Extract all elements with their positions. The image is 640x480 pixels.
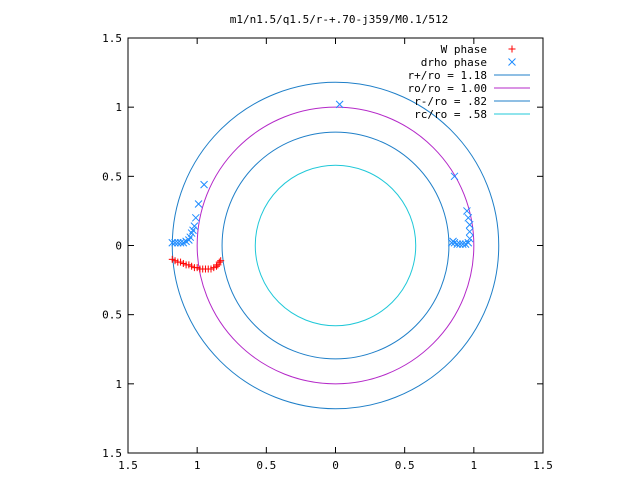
series-1-point-19 [465, 227, 474, 236]
x-tick-label-6: 1.5 [533, 459, 553, 472]
series-1-point-17 [464, 213, 473, 222]
series-1-point-12 [194, 200, 203, 208]
y-tick-label-4: 0.5 [102, 309, 122, 322]
legend-sample-0 [508, 45, 516, 53]
circle-1 [196, 106, 475, 385]
x-tick-label-4: 0.5 [395, 459, 415, 472]
circle-2 [221, 131, 450, 360]
y-tick-label-3: 0 [115, 240, 122, 253]
series-1-point-16 [463, 207, 471, 215]
series-1-point-15 [450, 172, 459, 181]
series-1-point-14 [335, 100, 344, 109]
series-1-point-10 [190, 222, 199, 230]
x-tick-label-5: 1 [471, 459, 478, 472]
series-1-point-13 [200, 180, 208, 189]
y-tick-label-6: 1.5 [102, 447, 122, 460]
series-1-point-0 [168, 238, 177, 247]
y-tick-label-2: 0.5 [102, 170, 122, 183]
legend-sample-1 [508, 58, 516, 66]
circles-layer [171, 81, 500, 410]
series-0-point-16 [213, 262, 221, 270]
y-tick-label-0: 1.5 [102, 32, 122, 45]
x-tick-label-0: 1.5 [118, 459, 138, 472]
points-layer [168, 100, 474, 273]
circle-0 [171, 81, 500, 410]
y-tick-label-5: 1 [115, 378, 122, 391]
series-1-point-7 [186, 233, 195, 242]
x-tick-label-3: 0 [332, 459, 339, 472]
legend-label-3: ro/ro = 1.00 [408, 82, 487, 95]
series-1-point-28 [447, 238, 456, 247]
y-tick-label-1: 1 [115, 101, 122, 114]
chart-title: m1/n1.5/q1.5/r-+.70-j359/M0.1/512 [230, 13, 449, 26]
series-1-point-20 [465, 234, 474, 243]
circle-3 [254, 164, 417, 327]
legend-label-5: rc/ro = .58 [414, 108, 487, 121]
x-tick-label-2: 0.5 [256, 459, 276, 472]
x-tick-label-1: 1 [194, 459, 201, 472]
series-1-point-11 [191, 213, 200, 222]
legend-label-1: drho phase [421, 56, 487, 69]
series-1-point-9 [189, 226, 197, 235]
legend-label-4: r-/ro = .82 [414, 95, 487, 108]
series-1-point-1 [171, 238, 179, 247]
series-0-point-19 [217, 257, 225, 265]
series-1-point-23 [458, 240, 467, 248]
series-1-point-18 [465, 220, 474, 229]
legend-label-0: W phase [441, 43, 487, 56]
series-1-point-22 [461, 240, 470, 248]
series-1-point-2 [173, 238, 182, 247]
legend-label-2: r+/ro = 1.18 [408, 69, 487, 82]
ticks-layer: 1.5 1 0.5 0 0.5 1 1.51.510.500.511.5 [102, 32, 553, 472]
series-0-point-18 [215, 258, 223, 266]
